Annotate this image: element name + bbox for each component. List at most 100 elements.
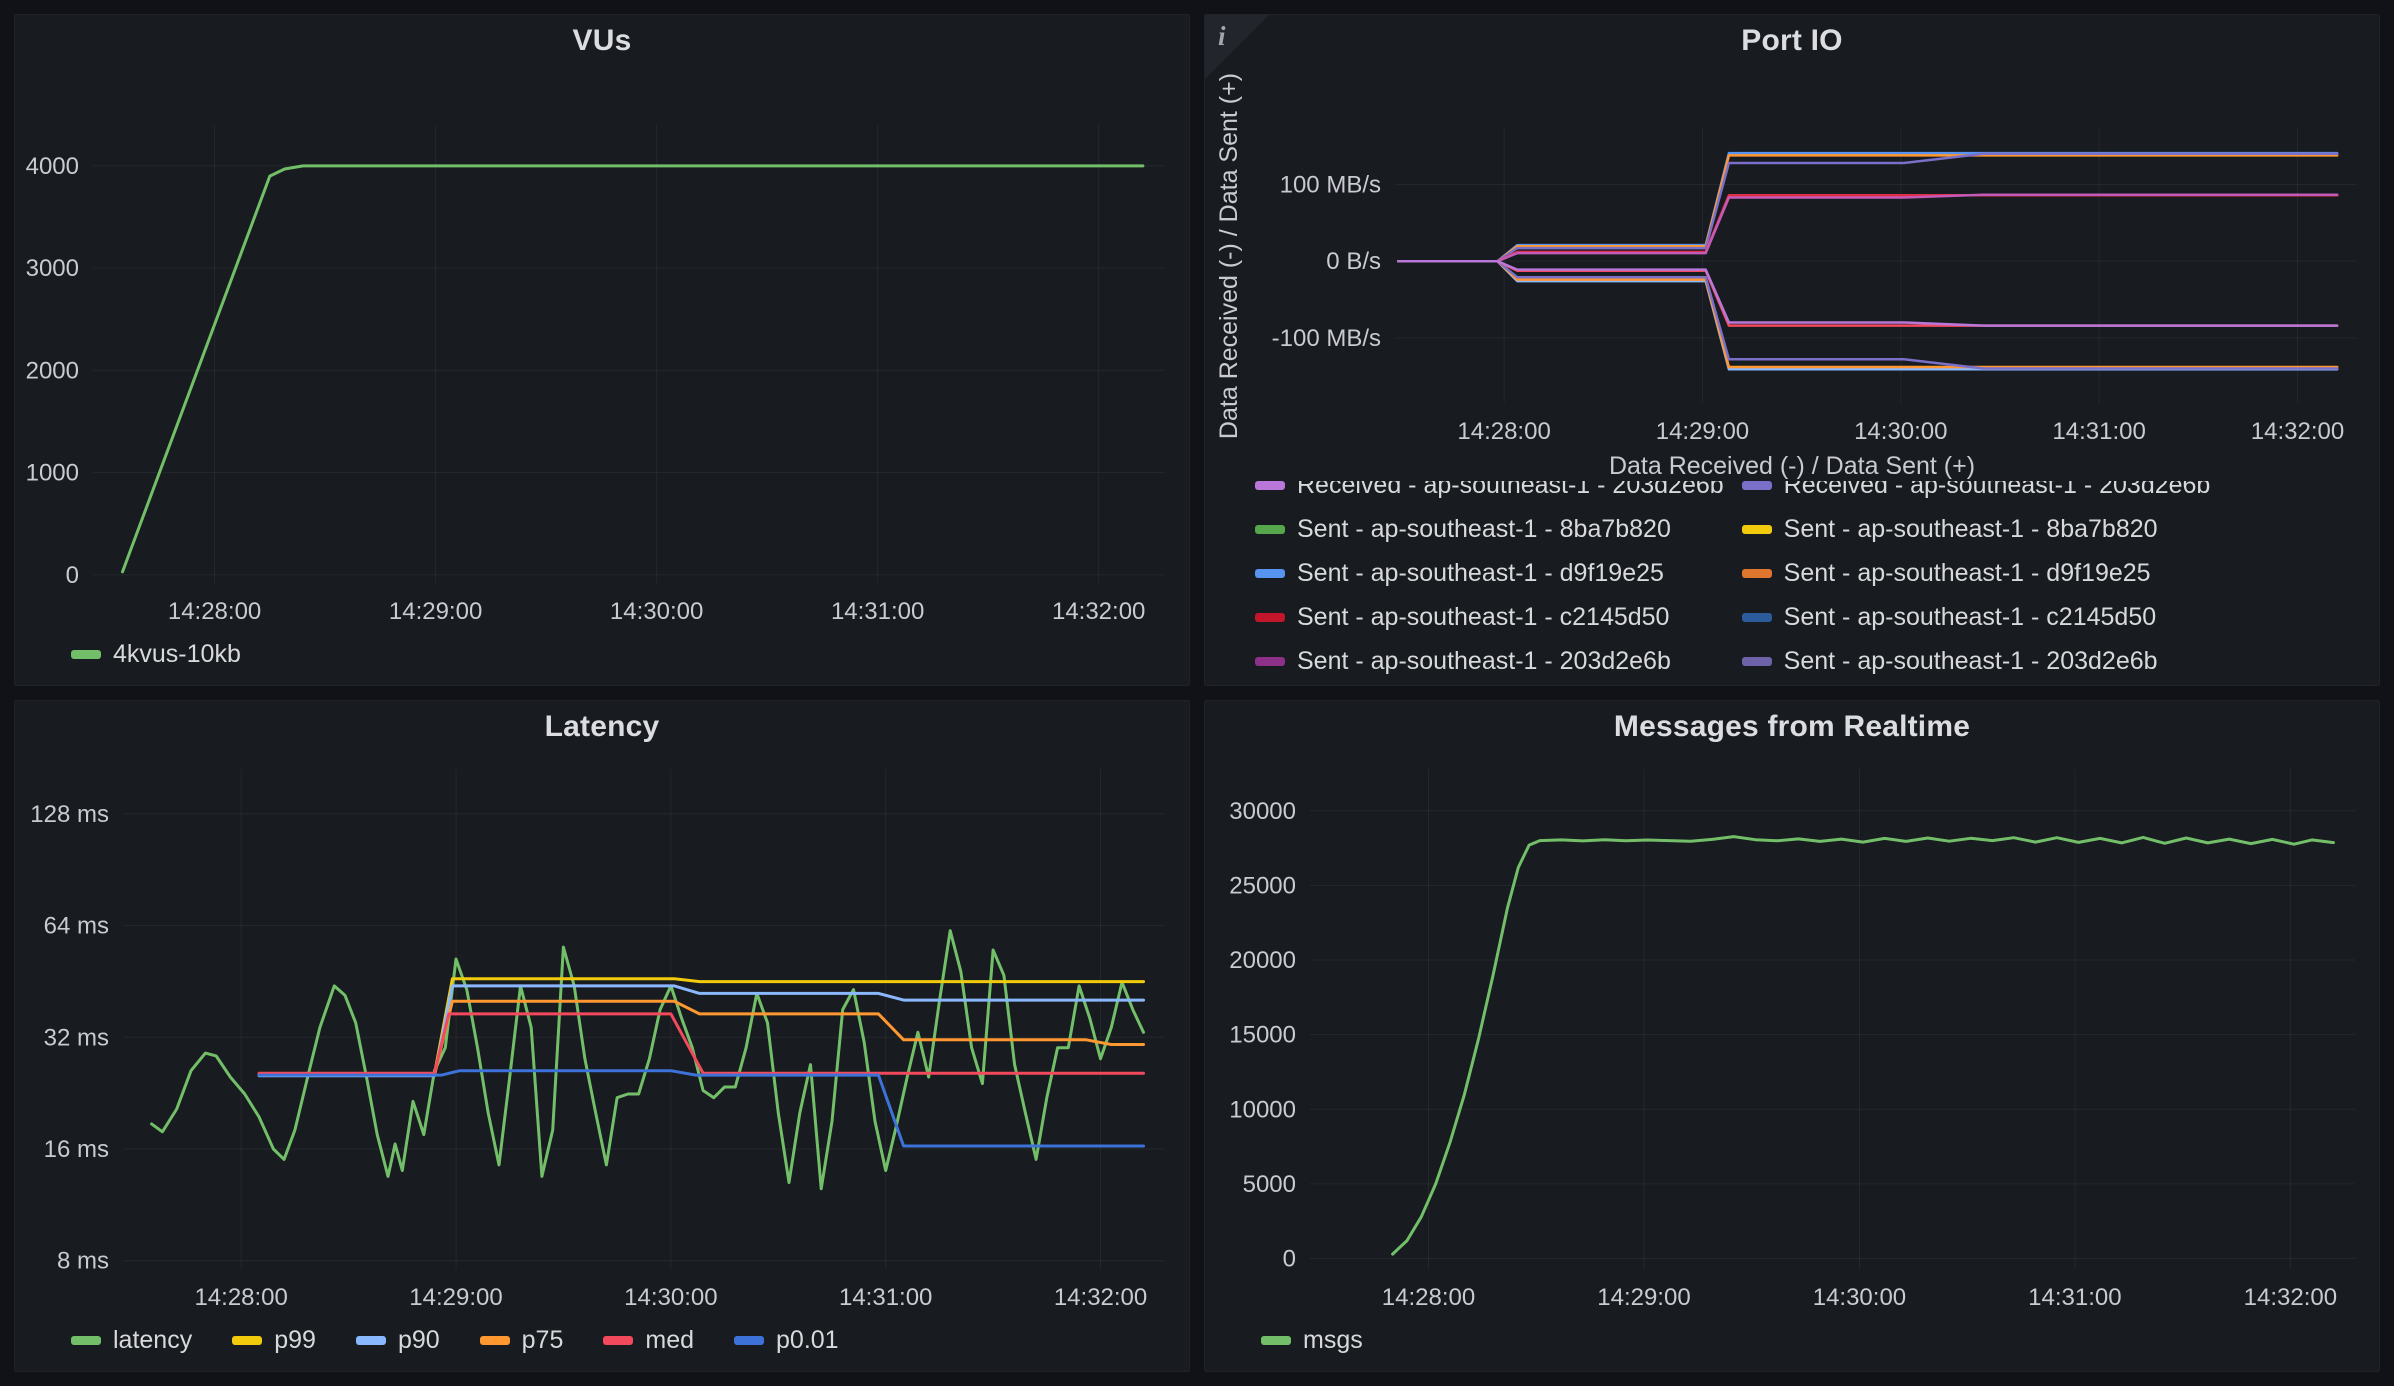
legend-swatch bbox=[734, 1336, 764, 1345]
legend-item[interactable]: Sent - ap-southeast-1 - 203d2e6b bbox=[1255, 647, 1724, 676]
x-tick-label: 14:31:00 bbox=[2028, 1284, 2121, 1311]
panel-title-port-io[interactable]: Port IO bbox=[1741, 24, 1842, 58]
legend-swatch bbox=[356, 1336, 386, 1345]
x-tick-label: 14:28:00 bbox=[168, 598, 261, 625]
x-tick-label: 14:31:00 bbox=[831, 598, 924, 625]
port-io-plot-area[interactable]: Data Received (-) / Data Sent (+) 14:28:… bbox=[1215, 61, 2369, 451]
vus-plot-area[interactable]: 14:28:0014:29:0014:30:0014:31:0014:32:00… bbox=[25, 61, 1179, 631]
series-sent-pos-red bbox=[1398, 195, 2337, 261]
legend-label: Sent - ap-southeast-1 - 8ba7b820 bbox=[1297, 515, 1671, 544]
panel-header-latency[interactable]: Latency bbox=[25, 707, 1179, 747]
y-tick-label: 128 ms bbox=[30, 801, 109, 828]
vus-legend: 4kvus-10kb bbox=[25, 631, 1179, 677]
y-tick-label: 15000 bbox=[1229, 1022, 1296, 1049]
legend-item[interactable]: 4kvus-10kb bbox=[71, 640, 241, 669]
info-icon[interactable]: i bbox=[1218, 21, 1226, 52]
legend-label: med bbox=[645, 1326, 694, 1355]
y-tick-label: 0 B/s bbox=[1326, 248, 1381, 275]
x-tick-label: 14:31:00 bbox=[2052, 418, 2145, 445]
port-io-chart: 14:28:0014:29:0014:30:0014:31:0014:32:00… bbox=[1245, 61, 2369, 451]
x-tick-label: 14:30:00 bbox=[1813, 1284, 1906, 1311]
legend-item[interactable]: p0.01 bbox=[734, 1326, 839, 1355]
series-4kvus-10kb bbox=[123, 166, 1143, 572]
panel-info-corner[interactable] bbox=[1205, 15, 1269, 79]
legend-item[interactable]: p90 bbox=[356, 1326, 440, 1355]
legend-label: Sent - ap-southeast-1 - 203d2e6b bbox=[1784, 647, 2158, 676]
x-tick-label: 14:32:00 bbox=[2244, 1284, 2337, 1311]
y-tick-label: 64 ms bbox=[44, 913, 109, 940]
y-tick-label: 10000 bbox=[1229, 1096, 1296, 1123]
legend-label: Sent - ap-southeast-1 - d9f19e25 bbox=[1297, 559, 1664, 588]
legend-item[interactable]: Sent - ap-southeast-1 - 8ba7b820 bbox=[1742, 515, 2211, 544]
x-tick-label: 14:32:00 bbox=[2251, 418, 2344, 445]
panel-header-messages[interactable]: Messages from Realtime bbox=[1215, 707, 2369, 747]
legend-swatch bbox=[1255, 569, 1285, 578]
legend-item[interactable]: Sent - ap-southeast-1 - c2145d50 bbox=[1742, 603, 2211, 632]
y-tick-label: -100 MB/s bbox=[1272, 325, 1381, 352]
y-tick-label: 30000 bbox=[1229, 798, 1296, 825]
panel-header-vus[interactable]: VUs bbox=[25, 21, 1179, 61]
panel-messages-from-realtime: Messages from Realtime 14:28:0014:29:001… bbox=[1204, 700, 2380, 1372]
legend-label: Sent - ap-southeast-1 - 203d2e6b bbox=[1297, 647, 1671, 676]
series-recv-neg-salmon bbox=[1398, 261, 2337, 325]
legend-swatch bbox=[232, 1336, 262, 1345]
legend-label: Sent - ap-southeast-1 - d9f19e25 bbox=[1784, 559, 2151, 588]
legend-swatch bbox=[1255, 657, 1285, 666]
legend-swatch bbox=[480, 1336, 510, 1345]
legend-item[interactable]: Sent - ap-southeast-1 - d9f19e25 bbox=[1742, 559, 2211, 588]
latency-plot-area[interactable]: 14:28:0014:29:0014:30:0014:31:0014:32:00… bbox=[25, 747, 1179, 1317]
y-tick-label: 100 MB/s bbox=[1280, 172, 1381, 199]
x-tick-label: 14:30:00 bbox=[1854, 418, 1947, 445]
port-io-legend: Received - ap-southeast-1 - 203d2e6b Sent… bbox=[1255, 481, 2369, 677]
messages-plot-area[interactable]: 14:28:0014:29:0014:30:0014:31:0014:32:00… bbox=[1215, 747, 2369, 1317]
port-io-legend-scroll[interactable]: Received - ap-southeast-1 - 203d2e6b Sent… bbox=[1215, 481, 2369, 677]
legend-swatch bbox=[1742, 657, 1772, 666]
port-io-y-axis-label: Data Received (-) / Data Sent (+) bbox=[1215, 61, 1245, 451]
legend-label: p0.01 bbox=[776, 1326, 839, 1355]
latency-chart: 14:28:0014:29:0014:30:0014:31:0014:32:00… bbox=[25, 747, 1179, 1317]
legend-item[interactable]: Sent - ap-southeast-1 - 203d2e6b bbox=[1742, 647, 2211, 676]
y-tick-label: 0 bbox=[66, 562, 79, 589]
legend-item[interactable]: Sent - ap-southeast-1 - c2145d50 bbox=[1255, 603, 1724, 632]
legend-item[interactable]: msgs bbox=[1261, 1326, 1363, 1355]
legend-swatch bbox=[1742, 525, 1772, 534]
x-tick-label: 14:29:00 bbox=[389, 598, 482, 625]
legend-item[interactable]: Sent - ap-southeast-1 - 8ba7b820 bbox=[1255, 515, 1724, 544]
legend-swatch bbox=[1261, 1336, 1291, 1345]
panel-title-latency[interactable]: Latency bbox=[545, 710, 660, 744]
legend-item[interactable]: latency bbox=[71, 1326, 192, 1355]
legend-swatch bbox=[1742, 481, 1772, 490]
legend-swatch bbox=[603, 1336, 633, 1345]
x-tick-label: 14:32:00 bbox=[1052, 598, 1145, 625]
legend-swatch bbox=[1742, 569, 1772, 578]
y-tick-label: 25000 bbox=[1229, 872, 1296, 899]
legend-item[interactable]: med bbox=[603, 1326, 694, 1355]
legend-label: Sent - ap-southeast-1 - c2145d50 bbox=[1784, 603, 2156, 632]
legend-swatch bbox=[71, 1336, 101, 1345]
legend-label: latency bbox=[113, 1326, 192, 1355]
series-recv-neg-purple bbox=[1398, 261, 2337, 368]
legend-item[interactable]: p99 bbox=[232, 1326, 316, 1355]
panel-title-messages[interactable]: Messages from Realtime bbox=[1614, 710, 1970, 744]
legend-label: Sent - ap-southeast-1 - 8ba7b820 bbox=[1784, 515, 2158, 544]
legend-label: 4kvus-10kb bbox=[113, 640, 241, 669]
y-tick-label: 8 ms bbox=[57, 1248, 109, 1275]
dashboard-grid: VUs 14:28:0014:29:0014:30:0014:31:0014:3… bbox=[0, 0, 2394, 1386]
port-io-x-axis-label: Data Received (-) / Data Sent (+) bbox=[1215, 451, 2369, 481]
series-latency bbox=[152, 931, 1144, 1189]
x-tick-label: 14:28:00 bbox=[1457, 418, 1550, 445]
legend-item[interactable]: Received - ap-southeast-1 - 203d2e6b bbox=[1255, 481, 1724, 500]
legend-item[interactable]: Sent - ap-southeast-1 - d9f19e25 bbox=[1255, 559, 1724, 588]
panel-title-vus[interactable]: VUs bbox=[573, 24, 632, 58]
legend-label: msgs bbox=[1303, 1326, 1363, 1355]
legend-item[interactable]: Received - ap-southeast-1 - 203d2e6b bbox=[1742, 481, 2211, 500]
panel-header-port-io[interactable]: Port IO bbox=[1215, 21, 2369, 61]
legend-label: Received - ap-southeast-1 - 203d2e6b bbox=[1297, 481, 1724, 500]
panel-vus: VUs 14:28:0014:29:0014:30:0014:31:0014:3… bbox=[14, 14, 1190, 686]
legend-swatch bbox=[71, 650, 101, 659]
legend-swatch bbox=[1742, 613, 1772, 622]
legend-item[interactable]: p75 bbox=[480, 1326, 564, 1355]
legend-label: p75 bbox=[522, 1326, 564, 1355]
x-tick-label: 14:28:00 bbox=[1382, 1284, 1475, 1311]
messages-legend: msgs bbox=[1215, 1317, 2369, 1363]
